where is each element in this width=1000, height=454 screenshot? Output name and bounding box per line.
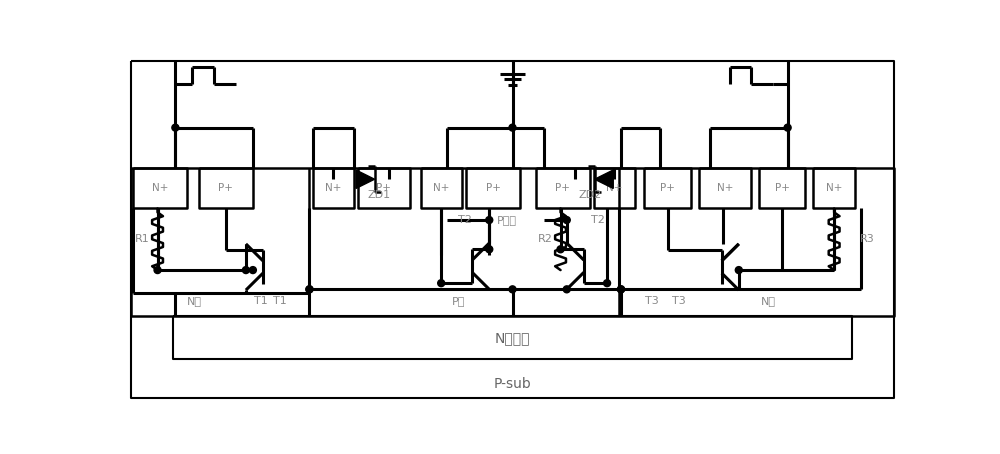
Text: T1: T1 (254, 296, 268, 306)
Text: T3: T3 (645, 296, 659, 306)
Circle shape (509, 286, 516, 293)
Text: N+: N+ (717, 183, 733, 193)
Text: N阱: N阱 (187, 296, 202, 306)
Circle shape (486, 246, 493, 253)
Text: R2: R2 (538, 234, 552, 244)
Circle shape (563, 217, 570, 223)
Text: N+: N+ (606, 183, 623, 193)
Text: T2: T2 (458, 215, 471, 225)
Circle shape (735, 266, 742, 274)
Text: P+: P+ (555, 183, 570, 193)
Text: N+: N+ (433, 183, 450, 193)
Text: N阱: N阱 (761, 296, 776, 306)
Circle shape (618, 286, 624, 293)
Text: P+: P+ (660, 183, 675, 193)
Text: P阱: P阱 (452, 296, 465, 306)
Text: T3: T3 (672, 296, 686, 306)
Text: N+: N+ (152, 183, 168, 193)
Text: N+: N+ (325, 183, 341, 193)
Text: P+: P+ (486, 183, 501, 193)
Text: ZD2: ZD2 (578, 190, 602, 200)
Text: N+: N+ (826, 183, 842, 193)
Text: R3: R3 (860, 234, 875, 244)
Text: T1: T1 (273, 296, 287, 306)
Text: P+: P+ (376, 183, 391, 193)
Circle shape (604, 280, 611, 286)
Text: P-sub: P-sub (494, 377, 531, 391)
Text: ZD1: ZD1 (368, 190, 391, 200)
Text: P+: P+ (218, 183, 233, 193)
Polygon shape (356, 170, 375, 188)
Circle shape (618, 286, 624, 293)
Text: T2: T2 (591, 215, 605, 225)
Circle shape (784, 124, 791, 131)
Circle shape (306, 286, 313, 293)
Circle shape (486, 217, 493, 223)
Text: P掺杂: P掺杂 (497, 215, 517, 225)
Circle shape (306, 286, 313, 293)
Circle shape (172, 124, 179, 131)
Text: N型埋层: N型埋层 (495, 331, 530, 345)
Circle shape (438, 280, 445, 286)
Circle shape (154, 266, 161, 274)
Polygon shape (595, 170, 613, 188)
Circle shape (509, 124, 516, 131)
Circle shape (249, 266, 256, 274)
Text: P+: P+ (775, 183, 790, 193)
Text: R1: R1 (135, 234, 149, 244)
Circle shape (557, 246, 564, 253)
Circle shape (242, 266, 249, 274)
Circle shape (563, 286, 570, 293)
